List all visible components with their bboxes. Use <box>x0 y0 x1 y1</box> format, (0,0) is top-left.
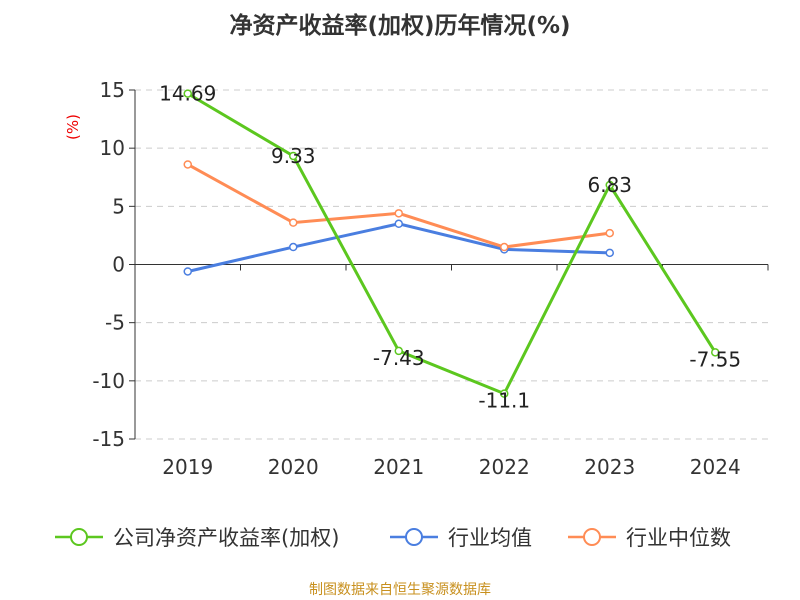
x-tick-label: 2021 <box>373 455 424 479</box>
legend-item[interactable]: 公司净资产收益率(加权) <box>55 526 339 550</box>
data-label: 14.69 <box>159 82 216 106</box>
x-tick-label: 2023 <box>584 455 635 479</box>
y-tick-label: 15 <box>100 78 125 102</box>
data-point <box>500 242 509 252</box>
legend-item[interactable]: 行业均值 <box>390 526 532 550</box>
data-point <box>289 242 298 252</box>
data-point <box>289 151 298 161</box>
data-point <box>394 346 403 356</box>
data-point <box>711 348 720 357</box>
data-point <box>500 389 509 398</box>
x-tick-label: 2024 <box>690 455 741 479</box>
data-point <box>394 209 403 218</box>
data-point <box>289 218 298 227</box>
x-tick-label: 2022 <box>479 455 530 479</box>
data-point <box>605 228 614 238</box>
legend-circle-icon <box>405 528 423 546</box>
legend-item[interactable]: 行业中位数 <box>568 526 731 550</box>
legend-circle-icon <box>583 528 601 546</box>
data-point <box>605 180 614 190</box>
y-tick-label: -15 <box>92 427 125 451</box>
y-tick-label: 10 <box>100 136 125 160</box>
data-label: 6.83 <box>587 173 632 197</box>
data-label: 9.33 <box>271 144 316 168</box>
source-note: 制图数据来自恒生聚源数据库 <box>309 582 491 598</box>
y-tick-label: -10 <box>92 369 125 393</box>
legend-label: 行业均值 <box>448 526 532 550</box>
y-tick-label: 0 <box>112 253 125 277</box>
data-point <box>394 219 403 229</box>
data-point <box>605 248 614 258</box>
data-label: -7.43 <box>373 346 425 370</box>
y-tick-label: -5 <box>105 311 125 335</box>
data-label: -11.1 <box>478 389 530 413</box>
data-point <box>183 89 192 98</box>
y-tick-label: 5 <box>112 194 125 218</box>
y-axis-label: (%) <box>64 114 82 140</box>
x-tick-label: 2020 <box>268 455 319 479</box>
legend-circle-icon <box>70 528 88 546</box>
data-point <box>183 160 192 169</box>
series-line <box>187 163 610 249</box>
data-point <box>183 267 192 276</box>
series-line <box>186 92 717 396</box>
legend-label: 公司净资产收益率(加权) <box>113 526 339 550</box>
x-tick-label: 2019 <box>162 455 213 479</box>
data-label: -7.55 <box>689 347 741 371</box>
chart-title: 净资产收益率(加权)历年情况(%) <box>229 12 570 39</box>
legend-label: 行业中位数 <box>626 526 731 550</box>
